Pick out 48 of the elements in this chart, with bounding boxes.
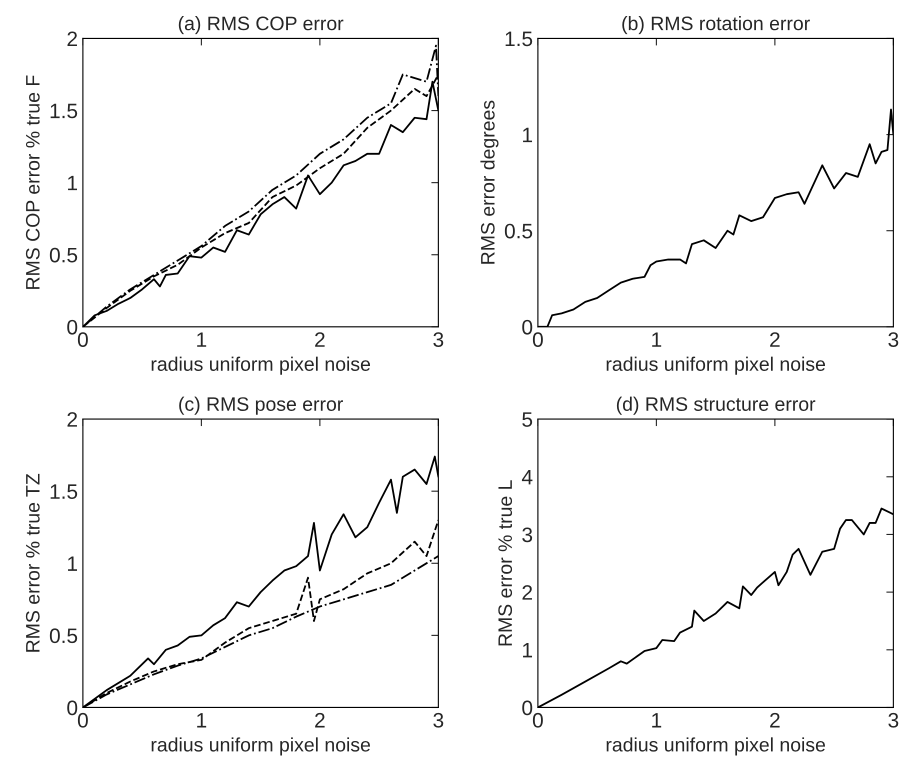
x-tick-label: 0 xyxy=(78,712,88,728)
x-tick-label: 2 xyxy=(770,712,780,728)
x-tick-label: 2 xyxy=(315,332,325,347)
x-tick-label: 1 xyxy=(197,332,206,347)
y-tick-label: 0 xyxy=(522,700,532,716)
y-axis-title: RMS error degrees xyxy=(480,100,499,264)
y-tick-label: 1 xyxy=(68,556,78,571)
y-tick-label: 1 xyxy=(68,176,78,190)
x-tick-label: 3 xyxy=(888,712,898,728)
y-tick-label: 3 xyxy=(522,527,532,542)
y-axis-title: RMS error % true TZ xyxy=(26,474,40,652)
y-tick-label: 0.5 xyxy=(50,628,78,644)
y-tick-label: 1.5 xyxy=(506,32,532,46)
x-axis-title: radius uniform pixel noise xyxy=(606,356,826,375)
x-tick-label: 0 xyxy=(532,332,543,347)
x-tick-label: 1 xyxy=(652,332,662,347)
y-axis-title: RMS error % true L xyxy=(498,480,512,646)
x-tick-label: 2 xyxy=(315,712,325,728)
x-tick-label: 3 xyxy=(888,332,898,347)
y-tick-label: 1.5 xyxy=(50,484,78,499)
y-tick-label: 0.5 xyxy=(504,224,532,238)
chart-title: (b) RMS rotation error xyxy=(622,16,810,34)
x-tick-label: 3 xyxy=(433,712,444,728)
y-tick-label: 2 xyxy=(67,31,77,46)
chart-title: (a) RMS COP error xyxy=(178,16,344,34)
x-axis-title: radius uniform pixel noise xyxy=(152,737,370,756)
x-axis-title: radius uniform pixel noise xyxy=(606,737,826,756)
y-tick-label: 1 xyxy=(523,128,532,142)
y-tick-label: 4 xyxy=(522,470,532,484)
y-tick-label: 5 xyxy=(522,412,532,427)
y-tick-label: 1 xyxy=(523,643,532,658)
y-tick-label: 0 xyxy=(522,320,532,335)
chart-title: (d) RMS structure error xyxy=(616,396,816,415)
y-tick-label: 2 xyxy=(67,412,77,427)
x-axis-title: radius uniform pixel noise xyxy=(152,356,370,375)
x-tick-label: 0 xyxy=(532,712,543,728)
x-tick-label: 0 xyxy=(78,332,88,347)
x-tick-label: 1 xyxy=(652,713,662,728)
x-tick-label: 1 xyxy=(197,713,206,728)
x-tick-label: 2 xyxy=(770,332,780,347)
y-tick-label: 2 xyxy=(522,585,532,600)
y-tick-label: 0 xyxy=(67,700,78,716)
chart-title: (c) RMS pose error xyxy=(179,396,343,415)
y-tick-label: 0 xyxy=(67,320,78,335)
x-tick-label: 3 xyxy=(433,332,444,347)
y-axis-title: RMS COP error % true F xyxy=(26,76,40,289)
y-tick-label: 0.5 xyxy=(50,248,78,262)
y-tick-label: 1.5 xyxy=(50,104,78,118)
